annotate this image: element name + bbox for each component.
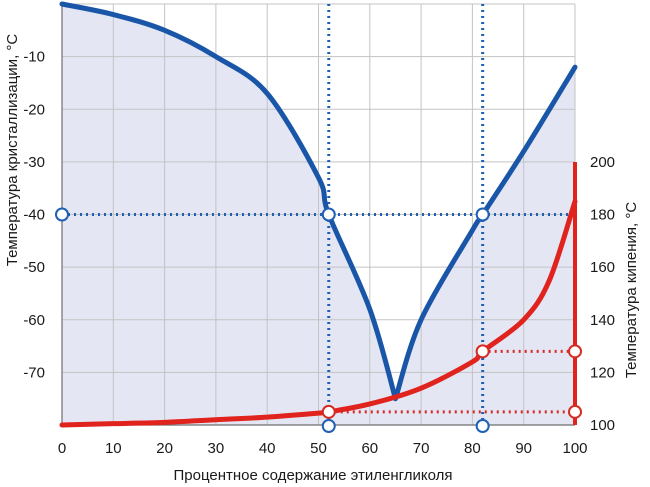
y-left-tick-label: -50: [23, 259, 45, 276]
marker-point: [321, 404, 336, 419]
marker-point: [475, 344, 490, 359]
marker-point: [321, 207, 336, 222]
marker-point: [55, 207, 69, 222]
y-right-tick-label: 120: [590, 364, 615, 381]
x-tick-label: 60: [361, 440, 378, 457]
x-tick-label: 90: [515, 440, 532, 457]
y-right-tick-label: 100: [590, 417, 615, 434]
x-tick-label: 100: [562, 440, 587, 457]
x-tick-label: 50: [310, 440, 327, 457]
y-left-tick-label: -40: [23, 207, 45, 224]
y-right-tick-label: 200: [590, 154, 615, 171]
marker-point: [321, 419, 336, 433]
x-axis-title: Процентное содержание этиленгликоля: [173, 467, 452, 484]
y-left-tick-label: -20: [23, 101, 45, 118]
y-right-tick-label: 160: [590, 259, 615, 276]
boiling-temperature-line: [59, 198, 578, 428]
marker-point: [475, 207, 490, 222]
x-tick-label: 80: [464, 440, 481, 457]
y-left-axis-title: Температура кристаллизации, °С: [4, 34, 21, 267]
marker-point: [568, 344, 582, 359]
y-left-tick-label: -10: [23, 49, 45, 66]
marker-point: [475, 419, 490, 433]
tick-labels: 0 10 20 30 40 50 60 70 80 90 100 -10 -20 -30 -40 -50 -60…: [23, 49, 615, 457]
y-left-tick-label: -70: [23, 364, 45, 381]
x-tick-label: 30: [208, 440, 225, 457]
x-tick-label: 0: [58, 440, 66, 457]
markers: [55, 207, 582, 433]
y-right-tick-label: 180: [590, 207, 615, 224]
x-tick-label: 40: [259, 440, 276, 457]
y-left-tick-label: -30: [23, 154, 45, 171]
x-tick-label: 70: [413, 440, 430, 457]
x-tick-label: 20: [156, 440, 173, 457]
y-right-tick-label: 140: [590, 312, 615, 329]
marker-point: [568, 404, 582, 419]
y-left-tick-label: -60: [23, 312, 45, 329]
y-right-axis-title: Температура кипения, °С: [623, 202, 640, 379]
x-tick-label: 10: [105, 440, 122, 457]
